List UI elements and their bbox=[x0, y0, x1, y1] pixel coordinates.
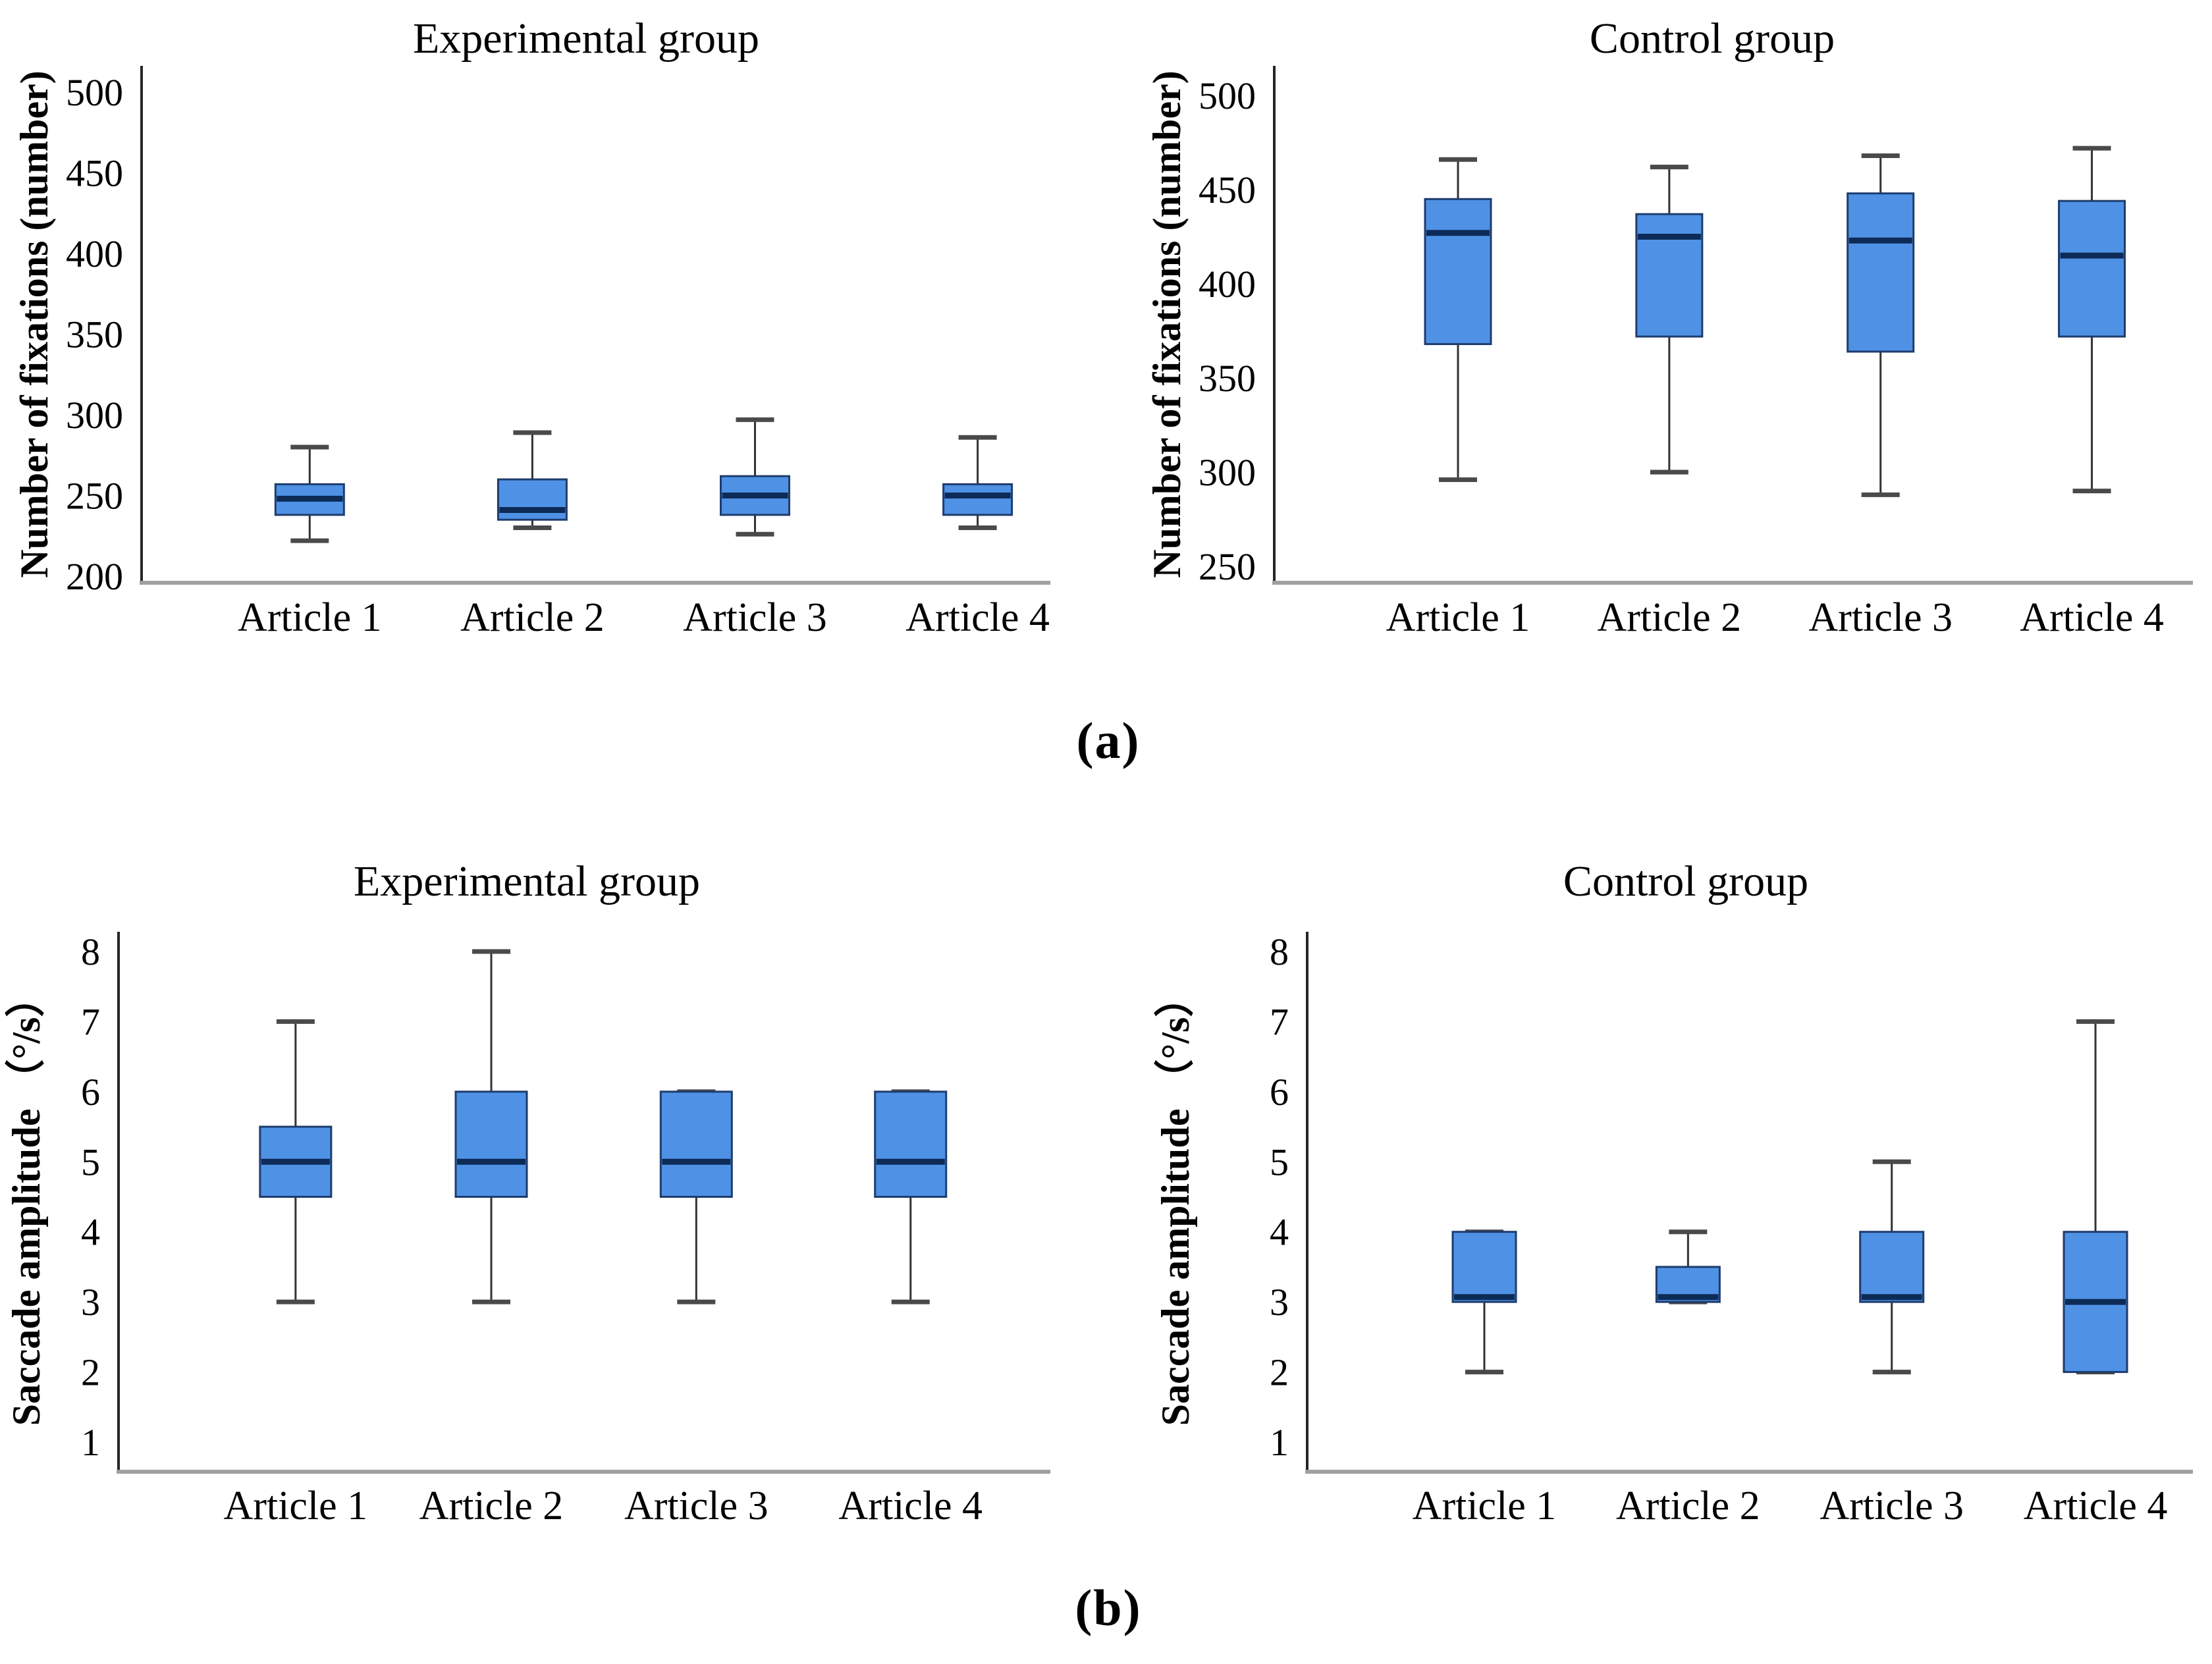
boxplot-fixations-control-svg: Control group Number of fixations (number… bbox=[1145, 14, 2193, 640]
category-label-article-1: Article 1 bbox=[1386, 595, 1530, 640]
y-tick-label-6: 6 bbox=[1270, 1071, 1289, 1114]
category-label-article-2: Article 2 bbox=[419, 1484, 564, 1528]
y-tick-label-4: 4 bbox=[1270, 1211, 1289, 1254]
y-tick-label-250: 250 bbox=[66, 475, 123, 518]
box-article-2 bbox=[497, 478, 568, 521]
category-label-article-1: Article 1 bbox=[238, 595, 382, 640]
box-group-article-2 bbox=[454, 949, 528, 1304]
boxplot-saccade-experimental-svg: Experimental group Saccade amplitude （°/s… bbox=[4, 857, 1050, 1528]
y-tick-label-7: 7 bbox=[1270, 1000, 1289, 1043]
y-tick-label-2: 2 bbox=[81, 1351, 100, 1394]
y-tick-label-8: 8 bbox=[81, 930, 100, 973]
box-group-article-3 bbox=[720, 417, 790, 537]
box-article-3 bbox=[659, 1090, 733, 1198]
panel-label-a: (a) bbox=[1076, 712, 1141, 769]
category-label-article-3: Article 3 bbox=[683, 595, 827, 640]
boxplot-fixations-experimental-svg: Experimental group Number of fixations (n… bbox=[13, 14, 1050, 640]
box-group-article-4 bbox=[2058, 146, 2126, 494]
y-axis-label: Saccade amplitude （°/s） bbox=[4, 978, 48, 1426]
category-label-article-3: Article 3 bbox=[1820, 1484, 1964, 1528]
y-tick-label-350: 350 bbox=[66, 313, 123, 356]
y-tick-label-1: 1 bbox=[81, 1421, 100, 1464]
chart-title: Control group bbox=[1590, 14, 1835, 63]
chart-title: Experimental group bbox=[413, 14, 759, 63]
box-group-article-1 bbox=[259, 1019, 333, 1304]
y-axis-label: Number of fixations (number) bbox=[13, 70, 56, 578]
y-tick-label-1: 1 bbox=[1270, 1421, 1289, 1464]
chart-title: Control group bbox=[1563, 857, 1808, 905]
box-group-article-1 bbox=[1424, 157, 1492, 482]
y-tick-label-4: 4 bbox=[81, 1211, 100, 1254]
box-article-1 bbox=[1424, 198, 1492, 346]
boxplot-saccade-control: Control group Saccade amplitude （°/s） 1 2 3 4… bbox=[1119, 833, 2212, 1577]
category-label-article-2: Article 2 bbox=[1616, 1484, 1760, 1528]
y-tick-label-6: 6 bbox=[81, 1071, 100, 1114]
y-axis-label: Number of fixations (number) bbox=[1145, 70, 1189, 578]
y-tick-label-2: 2 bbox=[1270, 1351, 1289, 1394]
box-group-article-4 bbox=[2063, 1019, 2128, 1375]
y-tick-label-450: 450 bbox=[1199, 169, 1256, 211]
box-group-article-1 bbox=[1451, 1229, 1517, 1375]
y-tick-label-450: 450 bbox=[66, 152, 123, 195]
category-label-article-4: Article 4 bbox=[2024, 1484, 2168, 1528]
y-tick-label-300: 300 bbox=[1199, 451, 1256, 494]
panel-label-b: (b) bbox=[1075, 1579, 1142, 1636]
category-label-article-4: Article 4 bbox=[838, 1484, 983, 1528]
y-tick-label-500: 500 bbox=[1199, 74, 1256, 117]
y-tick-label-3: 3 bbox=[81, 1281, 100, 1324]
boxplot-saccade-control-svg: Control group Saccade amplitude （°/s） 1 2 3 4… bbox=[1153, 857, 2193, 1528]
box-group-article-2 bbox=[1655, 1229, 1721, 1304]
y-tick-label-400: 400 bbox=[1199, 263, 1256, 306]
box-group-article-3 bbox=[1847, 153, 1915, 497]
chart-title: Experimental group bbox=[354, 857, 700, 905]
category-label-article-4: Article 4 bbox=[905, 595, 1050, 640]
category-label-article-2: Article 2 bbox=[1598, 595, 1742, 640]
y-axis-label: Saccade amplitude （°/s） bbox=[1153, 978, 1197, 1426]
box-group-article-3 bbox=[659, 1089, 733, 1304]
box-article-4 bbox=[2058, 200, 2126, 338]
y-tick-label-5: 5 bbox=[81, 1141, 100, 1183]
category-label-article-3: Article 3 bbox=[1808, 595, 1953, 640]
category-label-article-1: Article 1 bbox=[1413, 1484, 1557, 1528]
boxplot-saccade-experimental: Experimental group Saccade amplitude （°/s… bbox=[0, 833, 1119, 1577]
y-tick-label-7: 7 bbox=[81, 1000, 100, 1043]
y-tick-label-400: 400 bbox=[66, 232, 123, 275]
box-article-4 bbox=[874, 1090, 948, 1198]
category-label-article-4: Article 4 bbox=[2020, 595, 2164, 640]
boxplot-fixations-control: Control group Number of fixations (number… bbox=[1119, 0, 2212, 764]
boxplot-fixations-experimental: Experimental group Number of fixations (n… bbox=[0, 0, 1119, 764]
category-label-article-1: Article 1 bbox=[224, 1484, 368, 1528]
y-tick-label-200: 200 bbox=[66, 555, 123, 598]
y-tick-label-300: 300 bbox=[66, 394, 123, 437]
box-article-4 bbox=[942, 483, 1013, 516]
y-tick-label-250: 250 bbox=[1199, 545, 1256, 588]
box-group-article-4 bbox=[942, 435, 1013, 530]
y-tick-label-8: 8 bbox=[1270, 930, 1289, 973]
box-group-article-2 bbox=[1635, 165, 1704, 475]
box-group-article-3 bbox=[1859, 1159, 1925, 1375]
y-tick-label-3: 3 bbox=[1270, 1281, 1289, 1324]
y-tick-label-350: 350 bbox=[1199, 357, 1256, 400]
box-article-2 bbox=[454, 1090, 528, 1198]
y-tick-label-500: 500 bbox=[66, 71, 123, 114]
box-article-2 bbox=[1635, 213, 1704, 338]
y-tick-label-5: 5 bbox=[1270, 1141, 1289, 1183]
box-group-article-1 bbox=[274, 444, 345, 543]
category-label-article-2: Article 2 bbox=[460, 595, 605, 640]
category-label-article-3: Article 3 bbox=[624, 1484, 769, 1528]
box-article-3 bbox=[1847, 192, 1915, 353]
box-group-article-2 bbox=[497, 430, 568, 530]
box-article-3 bbox=[1859, 1231, 1925, 1303]
box-group-article-4 bbox=[874, 1089, 948, 1304]
box-article-1 bbox=[1451, 1231, 1517, 1303]
